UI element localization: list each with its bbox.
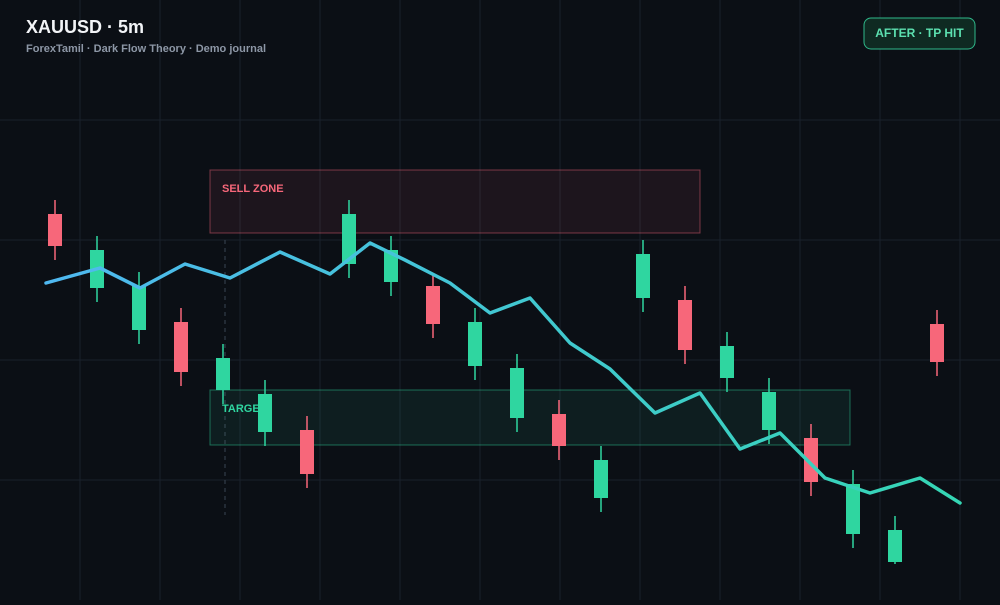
candle-body xyxy=(552,414,566,446)
candle-body xyxy=(300,430,314,474)
candle-body xyxy=(426,286,440,324)
zone-label: SELL ZONE xyxy=(222,183,284,195)
zone xyxy=(209,169,701,234)
candle-body xyxy=(132,286,146,330)
candle-body xyxy=(216,358,230,390)
status-badge xyxy=(863,17,976,50)
candle-body xyxy=(930,324,944,362)
candle-body xyxy=(804,438,818,482)
chart-title: XAUUSD · 5m xyxy=(26,17,144,37)
candle-body xyxy=(258,394,272,432)
status-badge-label: AFTER · TP HIT xyxy=(875,26,964,40)
candle-body xyxy=(510,368,524,418)
price-line xyxy=(44,241,962,505)
candle-body xyxy=(888,530,902,562)
candle-body xyxy=(384,250,398,282)
zone-label: TARGET xyxy=(222,403,267,415)
candle-body xyxy=(48,214,62,246)
candle-body xyxy=(468,322,482,366)
candle-body xyxy=(636,254,650,298)
candle-body xyxy=(846,484,860,534)
candle-body xyxy=(342,214,356,264)
candle-body xyxy=(678,300,692,350)
chart-subtitle: ForexTamil · Dark Flow Theory · Demo jou… xyxy=(26,43,266,55)
candle-body xyxy=(594,460,608,498)
candle-body xyxy=(174,322,188,372)
candle-body xyxy=(762,392,776,430)
zone xyxy=(209,389,851,446)
candle-body xyxy=(720,346,734,378)
